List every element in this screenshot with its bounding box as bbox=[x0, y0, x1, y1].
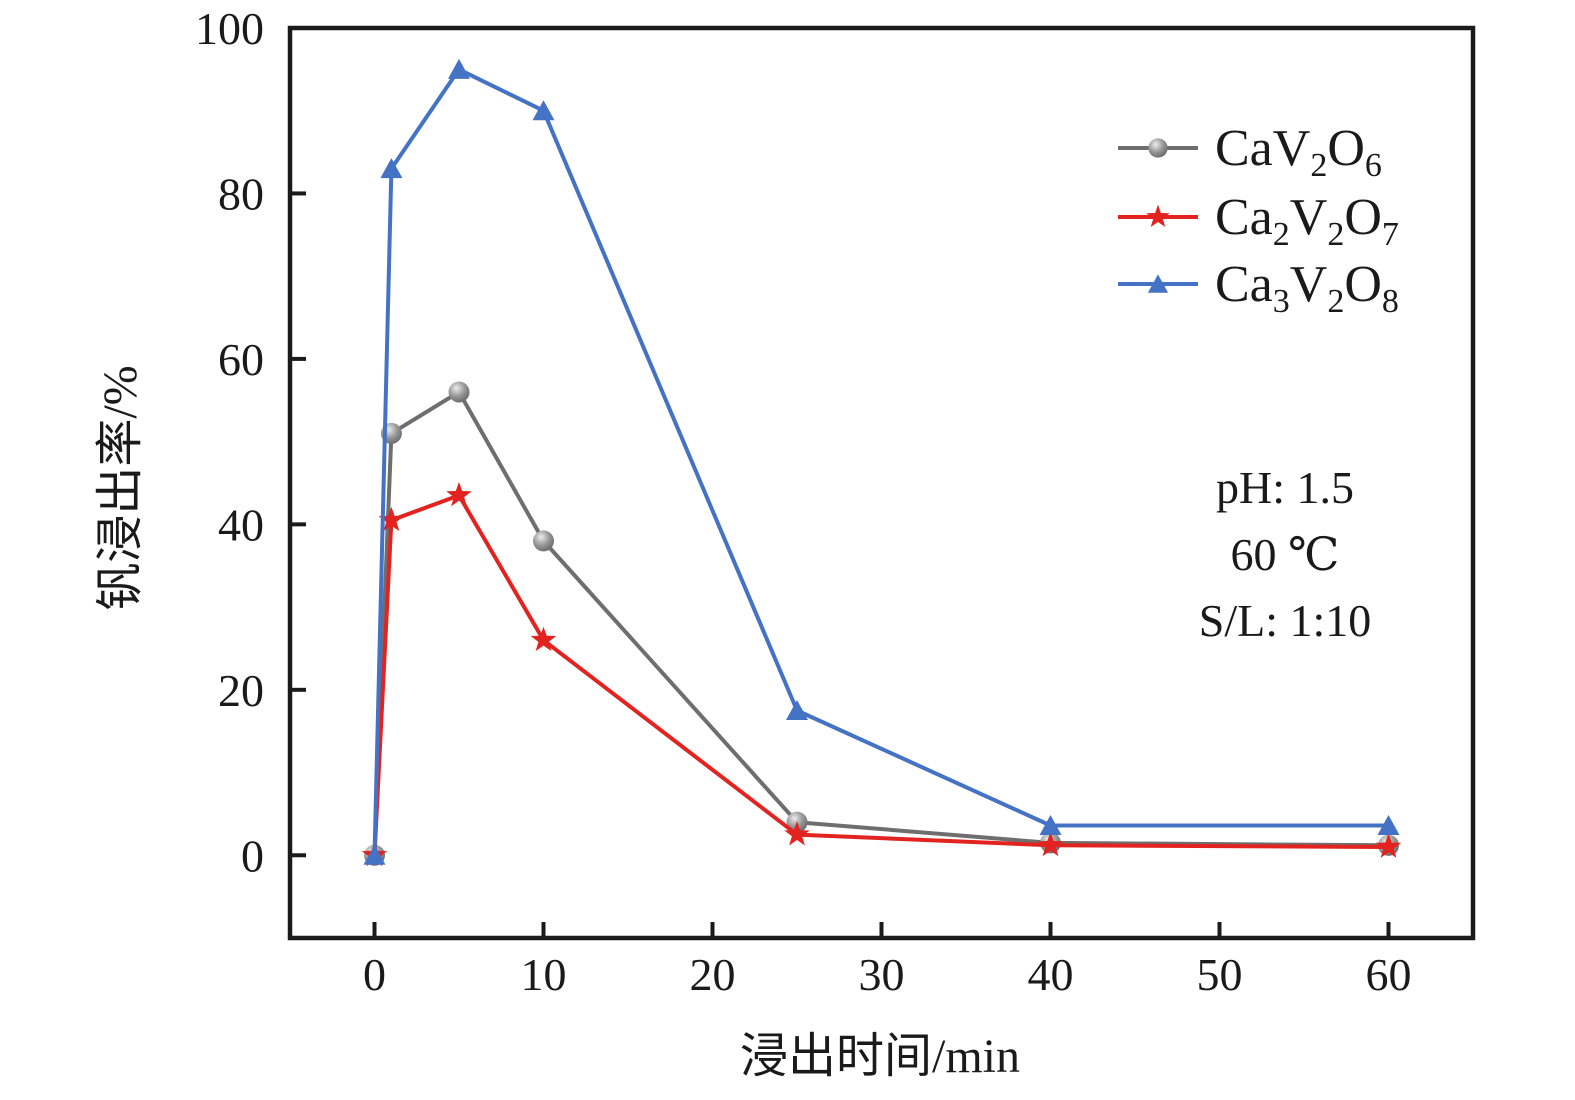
x-axis-label: 浸出时间/min bbox=[740, 1030, 1020, 1083]
legend-label-CaV2O6: CaV2O6 bbox=[1215, 120, 1382, 184]
y-tick-label: 40 bbox=[218, 499, 264, 550]
legend-label-Ca3V2O8: Ca3V2O8 bbox=[1215, 256, 1399, 320]
series-layer bbox=[361, 58, 1402, 867]
data-point-marker-star bbox=[784, 821, 810, 846]
data-point-marker-star bbox=[446, 481, 472, 507]
x-tick-label: 50 bbox=[1197, 949, 1243, 1000]
y-tick-label: 60 bbox=[218, 334, 264, 385]
y-tick-label: 0 bbox=[241, 830, 264, 881]
data-point-marker-triangle bbox=[363, 844, 386, 865]
data-point-marker-circle bbox=[1148, 138, 1168, 158]
x-tick-label: 30 bbox=[859, 949, 905, 1000]
data-point-marker-triangle bbox=[1039, 814, 1062, 835]
data-point-marker-triangle bbox=[786, 700, 808, 720]
x-tick-label: 0 bbox=[363, 949, 386, 1000]
data-point-marker-star bbox=[378, 506, 405, 532]
data-point-marker-triangle bbox=[1377, 814, 1400, 835]
legend-label-Ca2V2O7: Ca2V2O7 bbox=[1215, 189, 1399, 253]
data-point-marker-triangle bbox=[532, 100, 555, 121]
data-point-marker-star bbox=[1375, 833, 1402, 858]
x-tick-label: 20 bbox=[690, 949, 736, 1000]
x-tick-label: 60 bbox=[1366, 949, 1412, 1000]
data-point-marker-circle bbox=[448, 381, 470, 403]
legend-item-Ca2V2O7: Ca2V2O7 bbox=[1118, 189, 1399, 253]
data-point-marker-circle bbox=[533, 530, 554, 552]
x-tick-label: 40 bbox=[1028, 949, 1074, 1000]
y-tick-label: 100 bbox=[195, 3, 264, 54]
data-point-marker-triangle bbox=[380, 158, 403, 179]
x-tick-label: 10 bbox=[521, 949, 567, 1000]
plot-frame bbox=[287, 25, 1476, 941]
y-tick-label: 20 bbox=[218, 665, 264, 716]
data-point-marker-star bbox=[1037, 831, 1064, 857]
y-tick-label: 80 bbox=[218, 168, 264, 219]
annotation-ph: pH: 1.5 bbox=[1216, 462, 1354, 513]
annotation-temperature: 60 ℃ bbox=[1231, 529, 1340, 580]
data-point-marker-triangle bbox=[1147, 274, 1169, 293]
axes-layer: 0 10 20 30 40 50 60 0 20 40 60 80 100 bbox=[195, 3, 1476, 1000]
data-point-marker-star bbox=[530, 626, 557, 652]
series-Ca3V2O8 bbox=[363, 58, 1400, 865]
data-point-marker-star bbox=[1146, 204, 1170, 227]
conditions-annotation: pH: 1.5 60 ℃ S/L: 1:10 bbox=[1199, 462, 1372, 646]
annotation-solid-liquid-ratio: S/L: 1:10 bbox=[1199, 595, 1372, 646]
legend-item-Ca3V2O8: Ca3V2O8 bbox=[1118, 256, 1399, 320]
legend-item-CaV2O6: CaV2O6 bbox=[1118, 120, 1382, 184]
y-axis-label: 钒浸出率/% bbox=[94, 365, 147, 610]
data-point-marker-triangle bbox=[448, 58, 470, 79]
